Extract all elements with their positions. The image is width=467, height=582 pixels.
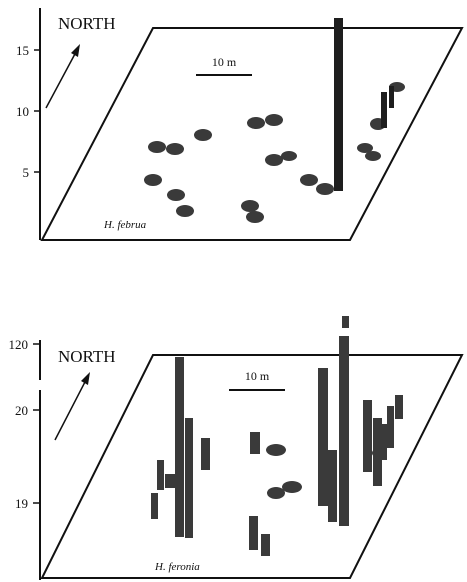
height-bar <box>318 368 328 506</box>
site-marker <box>281 151 297 161</box>
north-label: NORTH <box>58 14 116 33</box>
site-marker <box>166 143 184 155</box>
height-bar <box>165 474 175 488</box>
scale-label: 10 m <box>212 55 237 69</box>
ground-markers <box>266 444 386 499</box>
axis-tick-label: 120 <box>9 337 29 352</box>
height-bar <box>342 316 349 328</box>
height-bar <box>185 418 193 538</box>
height-bar <box>381 92 387 128</box>
axis-tick-label: 15 <box>16 43 29 58</box>
site-marker <box>148 141 166 153</box>
vertical-bars <box>151 316 403 556</box>
species-label: H. februa <box>103 219 147 231</box>
plot-h-feronia: 120 20 19 NORTH 10 m H. feronia <box>9 316 464 580</box>
height-bar <box>157 460 164 490</box>
site-marker <box>365 151 381 161</box>
site-marker <box>316 183 334 195</box>
height-bar <box>363 400 372 472</box>
site-marker <box>372 448 386 458</box>
height-bar <box>261 534 270 556</box>
vertical-bars <box>334 18 394 191</box>
ground-plane <box>40 354 464 579</box>
axis-tick-label: 20 <box>15 403 28 418</box>
north-arrowhead-icon <box>71 44 80 57</box>
height-bar <box>151 493 158 519</box>
height-bar <box>334 18 343 191</box>
plot-h-februa: 15 10 5 NORTH 10 m H. februa <box>16 8 464 241</box>
site-marker <box>241 200 259 212</box>
height-bar <box>389 86 394 108</box>
axis-tick-label: 10 <box>16 104 29 119</box>
scale-label: 10 m <box>245 369 270 383</box>
axis-tick-label: 19 <box>15 496 28 511</box>
height-bar <box>395 395 403 419</box>
height-bar <box>250 432 260 454</box>
height-bar <box>249 516 258 550</box>
height-bar <box>380 424 387 460</box>
site-marker <box>144 174 162 186</box>
ground-plane <box>40 27 464 241</box>
site-marker <box>265 114 283 126</box>
ground-markers <box>144 82 405 223</box>
height-bar <box>201 438 210 470</box>
site-marker <box>265 154 283 166</box>
north-arrowhead-icon <box>81 372 90 385</box>
site-marker <box>267 487 285 499</box>
site-marker <box>167 189 185 201</box>
north-arrow-icon <box>54 379 87 441</box>
north-arrow-icon <box>45 51 77 109</box>
species-label: H. feronia <box>154 561 200 573</box>
axis-tick-label: 5 <box>23 165 30 180</box>
site-marker <box>246 211 264 223</box>
height-bar <box>339 336 349 526</box>
site-marker <box>282 481 302 493</box>
site-marker <box>176 205 194 217</box>
site-marker <box>194 129 212 141</box>
north-label: NORTH <box>58 347 116 366</box>
panel-h-februa: 15 10 5 NORTH 10 m H. februa <box>0 0 467 260</box>
height-bar <box>328 450 337 522</box>
panel-h-feronia: 120 20 19 NORTH 10 m H. feronia <box>0 300 467 582</box>
height-bar <box>387 406 394 448</box>
height-bar <box>175 357 184 537</box>
site-marker <box>266 444 286 456</box>
site-marker <box>357 143 373 153</box>
site-marker <box>300 174 318 186</box>
site-marker <box>247 117 265 129</box>
